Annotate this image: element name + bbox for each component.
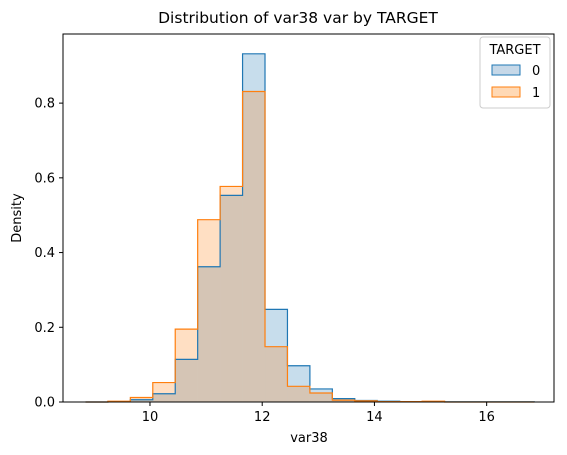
bar-series-1-bin-11 [332,400,355,402]
bar-series-0-bin-7 [242,53,266,402]
legend-title: TARGET [488,43,540,58]
y-tick-label: 0.6 [34,171,55,186]
plot-area [85,53,535,403]
bar-series-1-bin-7 [242,91,266,402]
x-tick-label: 16 [478,410,495,425]
outline-series-0 [85,53,535,403]
bar-series-0-bin-6 [220,195,243,402]
plot-frame [62,33,555,403]
legend-swatch-0 [491,64,521,76]
legend-label-0: 0 [532,64,540,79]
bar-series-1-bin-8 [265,346,288,402]
x-axis-label: var38 [290,431,328,446]
axes: 10 12 14 160.00.20.40.60.8 [34,33,555,425]
y-tick-label: 0.2 [34,321,55,336]
legend: TARGET 0 1 [479,36,551,109]
bar-series-1-bin-6 [220,186,243,402]
y-tick-label: 0.0 [34,396,55,411]
y-tick-label: 0.8 [34,97,55,112]
bar-series-1-bin-5 [197,219,221,402]
x-tick-label: 14 [366,410,383,425]
bar-series-1-bin-10 [309,393,333,402]
x-tick-label: 12 [254,410,271,425]
bar-series-0-bin-4 [175,359,198,402]
y-axis-label: Density [10,193,25,243]
bar-series-0-bin-2 [130,399,153,402]
legend-swatch-1 [491,86,521,98]
bar-series-0-bin-10 [309,388,333,402]
bar-series-0-bin-9 [287,365,310,402]
y-tick-label: 0.4 [34,246,55,261]
bar-series-0-bin-8 [265,309,288,402]
bar-series-1-bin-9 [287,386,310,402]
bar-series-0-bin-3 [152,393,176,402]
bar-series-1-bin-3 [152,382,176,402]
series-1 [107,91,445,402]
bar-series-0-bin-5 [197,266,221,402]
bar-series-1-bin-4 [175,329,198,402]
x-tick-label: 10 [142,410,159,425]
chart-title: Distribution of var38 var by TARGET [158,9,438,27]
legend-label-1: 1 [532,86,540,101]
outline-series-1 [85,90,535,403]
series-0 [107,53,535,402]
